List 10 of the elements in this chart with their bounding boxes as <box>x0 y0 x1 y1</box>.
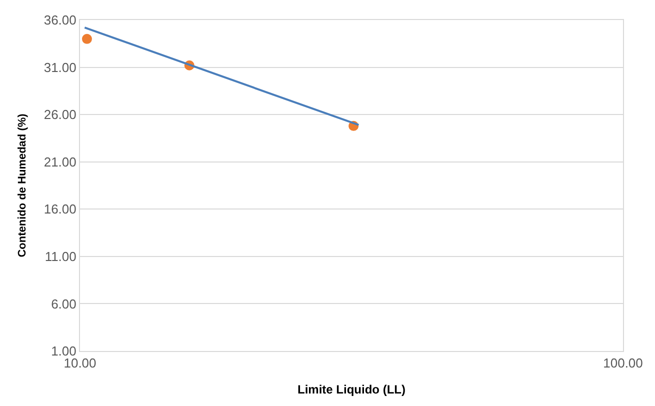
x-axis-title: Limite Liquido (LL) <box>298 382 406 396</box>
y-tick-label: 31.00 <box>44 60 76 75</box>
x-tick-label: 100.00 <box>603 356 643 371</box>
y-tick-label: 16.00 <box>44 202 76 217</box>
y-tick-label: 11.00 <box>44 248 76 264</box>
y-axis-title: Contenido de Humedad (%) <box>16 113 29 258</box>
y-tick-label: 21.00 <box>44 154 76 170</box>
y-tick-label: 26.00 <box>44 107 76 122</box>
y-tick-label: 36.00 <box>44 12 76 28</box>
y-tick-label: 6.00 <box>51 296 76 312</box>
